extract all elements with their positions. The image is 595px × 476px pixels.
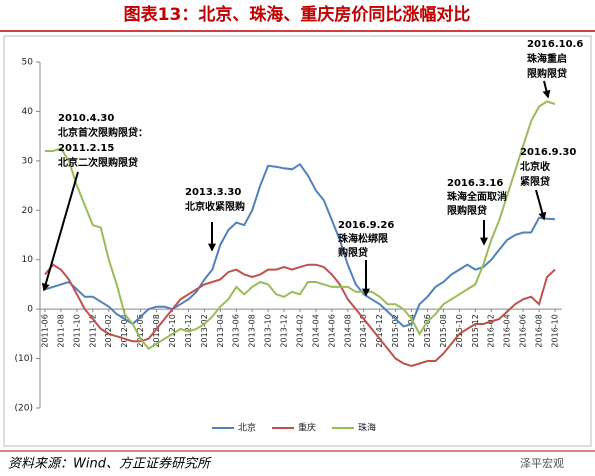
legend-label: 珠海 [358, 422, 376, 434]
source-note: 资料来源：Wind、方正证券研究所 [8, 456, 212, 472]
annotation: 珠海重启 [527, 52, 567, 65]
y-tick-label: 10 [22, 255, 34, 265]
x-tick-label: 2013-08 [248, 314, 257, 347]
legend-label: 重庆 [298, 422, 316, 434]
annotation: 北京二次限购限贷 [58, 156, 138, 169]
annotation: 2010.4.30 [58, 113, 114, 124]
x-tick-label: 2011-10 [72, 314, 81, 347]
x-tick-label: 2011-06 [41, 314, 50, 347]
y-tick-label: 50 [22, 58, 34, 68]
x-tick-label: 2012-08 [152, 314, 161, 347]
y-tick-label: (10) [15, 354, 33, 364]
x-tick-label: 2014-02 [296, 314, 305, 347]
chart-frame [3, 35, 592, 447]
annotation: 2016.3.16 [447, 178, 503, 189]
x-tick-label: 2014-10 [359, 314, 368, 347]
x-tick-label: 2016-02 [487, 314, 496, 347]
x-tick-label: 2012-10 [168, 314, 177, 347]
annotation: 2016.9.26 [338, 220, 394, 231]
annotation: 2011.2.15 [58, 143, 114, 154]
x-tick-label: 2013-06 [232, 314, 241, 347]
x-tick-label: 2011-12 [88, 314, 97, 347]
annotation-arrow [41, 171, 79, 292]
x-tick-label: 2016-06 [519, 314, 528, 347]
x-tick-label: 2012-02 [104, 314, 113, 347]
annotation: 2016.9.30 [520, 147, 576, 158]
x-tick-label: 2013-04 [216, 314, 225, 347]
annotation: 2016.10.6 [527, 39, 583, 50]
annotation: 北京收 [520, 160, 550, 173]
x-tick-label: 2016-04 [503, 314, 512, 347]
x-tick-label: 2014-06 [327, 314, 336, 347]
x-tick-label: 2013-10 [264, 314, 273, 347]
legend-label: 北京 [238, 422, 256, 434]
x-tick-label: 2015-06 [423, 314, 432, 347]
x-tick-label: 2016-10 [551, 314, 560, 347]
y-tick-label: 30 [22, 156, 34, 166]
annotation: 北京首次限购限贷： [58, 126, 148, 139]
series-line [44, 263, 556, 368]
annotation: 限购限贷 [527, 67, 567, 80]
series-line [44, 162, 556, 328]
x-tick-label: 2012-06 [136, 314, 145, 347]
x-tick-label: 2014-04 [311, 314, 320, 347]
x-tick-label: 2014-08 [343, 314, 352, 347]
annotation: 珠海全面取消 [447, 190, 507, 203]
x-tick-label: 2015-04 [407, 314, 416, 347]
annotation: 珠海松绑限 [338, 232, 389, 245]
y-tick-label: (20) [15, 404, 33, 414]
x-tick-label: 2015-12 [471, 314, 480, 347]
x-tick-label: 2016-08 [535, 314, 544, 347]
x-tick-label: 2013-12 [280, 314, 289, 347]
x-tick-label: 2015-02 [391, 314, 400, 347]
annotation: 2013.3.30 [185, 187, 241, 198]
chart-title: 图表13：北京、珠海、重庆房价同比涨幅对比 [124, 4, 471, 25]
x-tick-label: 2011-08 [56, 314, 65, 347]
annotation: 限购限贷 [447, 204, 487, 217]
y-tick-label: 20 [22, 206, 34, 216]
series-line [45, 100, 556, 351]
x-tick-label: 2012-04 [120, 314, 129, 347]
x-tick-label: 2015-10 [455, 314, 464, 347]
watermark: 泽平宏观 [520, 456, 564, 470]
y-tick-label: 0 [27, 305, 33, 315]
annotation-arrow [535, 189, 547, 221]
annotation: 紧限贷 [520, 175, 550, 188]
x-tick-label: 2014-12 [375, 314, 384, 347]
y-tick-label: 40 [22, 107, 34, 117]
annotation: 北京收紧限购 [185, 200, 245, 213]
x-tick-label: 2013-02 [200, 314, 209, 347]
x-tick-label: 2015-08 [439, 314, 448, 347]
annotation: 购限贷 [338, 246, 368, 259]
annotation-arrow [542, 80, 551, 99]
